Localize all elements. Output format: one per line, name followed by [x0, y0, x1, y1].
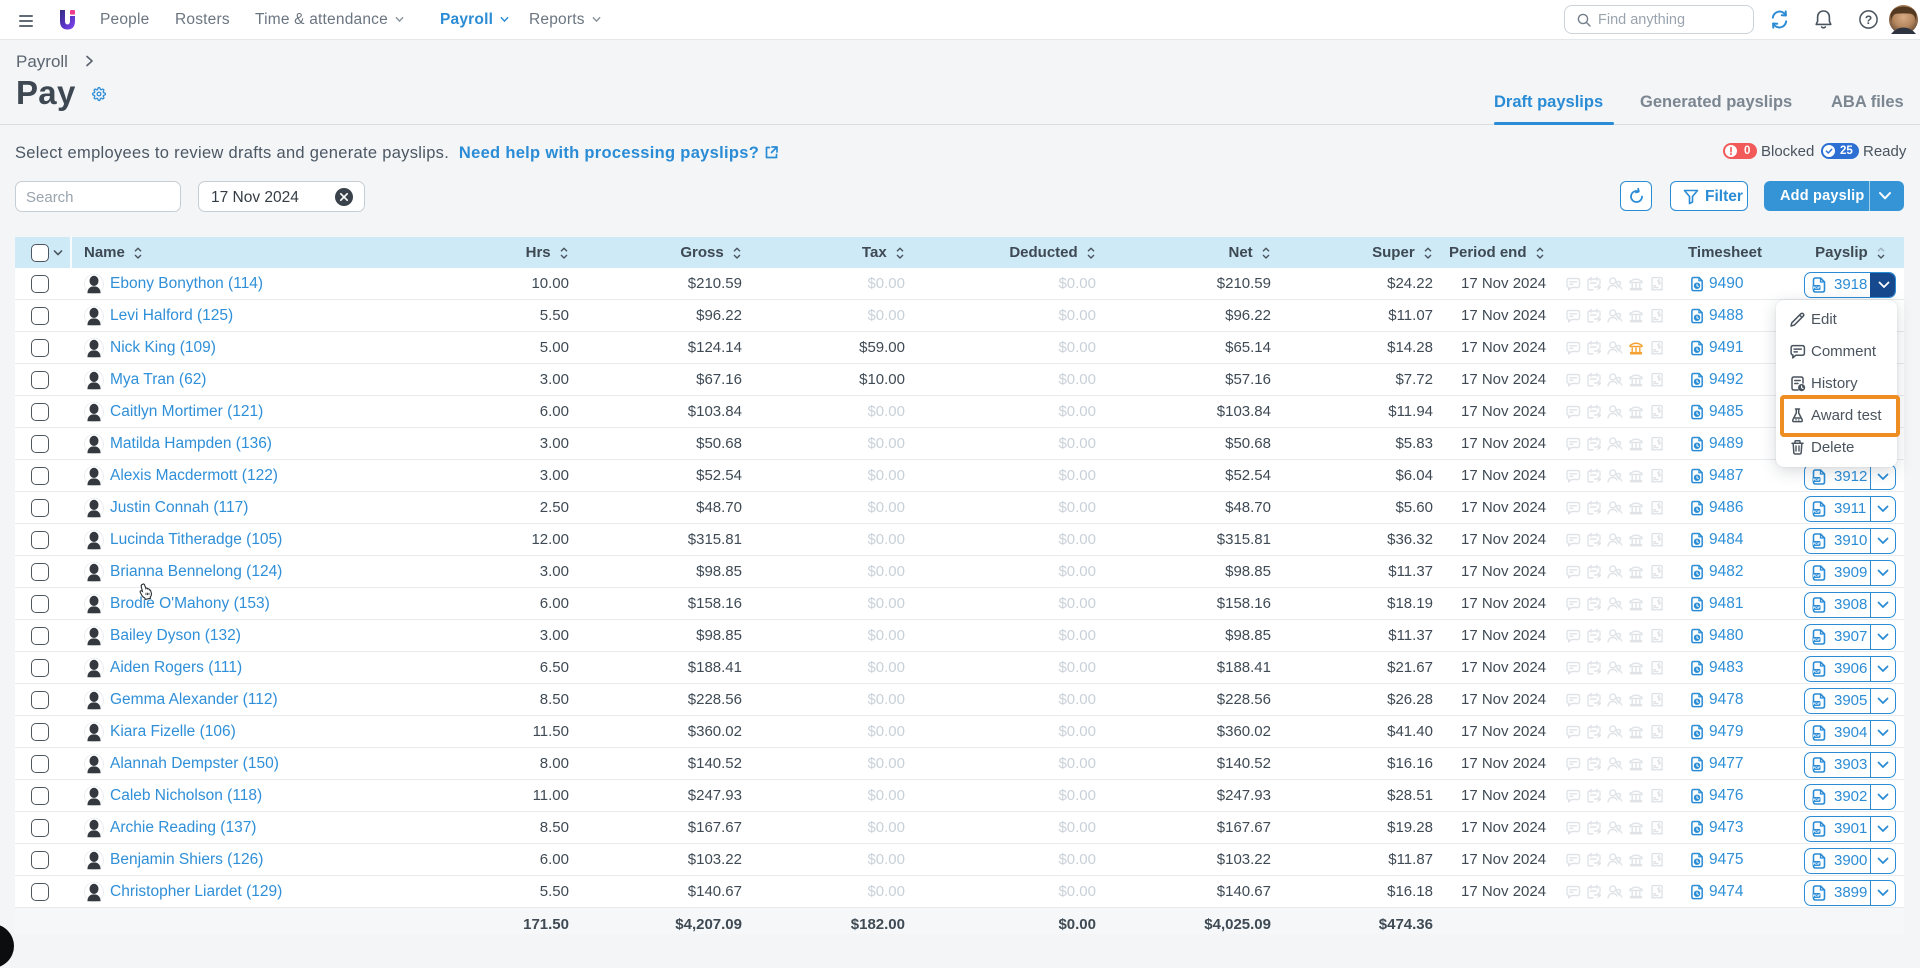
- svg-text:?: ?: [1865, 13, 1872, 27]
